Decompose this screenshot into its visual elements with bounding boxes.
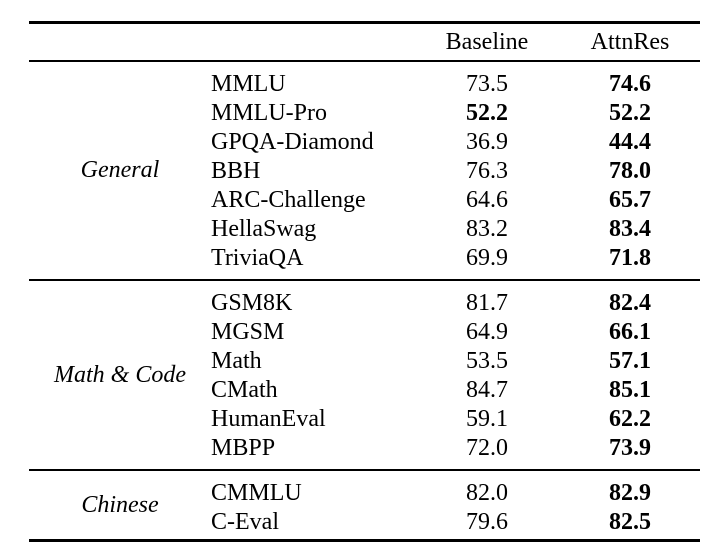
attnres-value: 82.5 — [609, 509, 651, 535]
header-row: Baseline AttnRes — [29, 23, 700, 62]
attnres-value: 85.1 — [609, 377, 651, 403]
table-header: Baseline AttnRes — [29, 23, 700, 62]
baseline-value: 53.5 — [466, 348, 508, 374]
attnres-value: 62.2 — [609, 406, 651, 432]
attnres-value: 44.4 — [609, 129, 651, 155]
baseline-value: 83.2 — [466, 216, 508, 242]
table-row: MMLU-Pro 52.2 52.2 — [29, 99, 700, 128]
benchmark-name: C-Eval — [211, 509, 279, 535]
column-header-baseline: Baseline — [445, 28, 529, 55]
table-row: BBH 76.3 78.0 — [29, 157, 700, 186]
table-row: ARC-Challenge 64.6 65.7 — [29, 186, 700, 215]
baseline-value: 84.7 — [466, 377, 508, 403]
table-row: TriviaQA 69.9 71.8 — [29, 244, 700, 280]
group-general: General MMLU 73.5 74.6 MMLU-Pro 52.2 52.2 GPQA-… — [29, 61, 700, 280]
attnres-value: 74.6 — [609, 71, 651, 97]
attnres-value: 65.7 — [609, 187, 651, 213]
header-spacer-group — [29, 23, 211, 62]
table-row: MBPP 72.0 73.9 — [29, 434, 700, 470]
baseline-value: 81.7 — [466, 290, 508, 316]
benchmark-name: CMMLU — [211, 480, 302, 506]
attnres-value: 82.9 — [609, 480, 651, 506]
table-row: GPQA-Diamond 36.9 44.4 — [29, 128, 700, 157]
table-row: C-Eval 79.6 82.5 — [29, 508, 700, 541]
baseline-value: 64.9 — [466, 319, 508, 345]
column-header-attnres: AttnRes — [590, 28, 670, 55]
benchmark-name: Math — [211, 348, 262, 374]
header-spacer-benchmark — [211, 23, 414, 62]
attnres-value: 73.9 — [609, 435, 651, 461]
baseline-value: 76.3 — [466, 158, 508, 184]
table-row: Math 53.5 57.1 — [29, 347, 700, 376]
benchmark-name: TriviaQA — [211, 245, 304, 271]
group-label: Chinese — [81, 491, 159, 518]
benchmark-name: CMath — [211, 377, 278, 403]
attnres-value: 83.4 — [609, 216, 651, 242]
benchmark-name: MMLU-Pro — [211, 100, 328, 126]
benchmark-name: GSM8K — [211, 290, 293, 316]
attnres-value: 71.8 — [609, 245, 651, 271]
baseline-value: 36.9 — [466, 129, 508, 155]
benchmark-name: HellaSwag — [211, 216, 317, 242]
group-math-code: Math & Code GSM8K 81.7 82.4 MGSM 64.9 66.1 Math… — [29, 280, 700, 470]
table-row: HumanEval 59.1 62.2 — [29, 405, 700, 434]
group-label: General — [80, 157, 160, 183]
baseline-value: 69.9 — [466, 245, 508, 271]
table-row: General MMLU 73.5 74.6 — [29, 61, 700, 183]
benchmark-name: MBPP — [211, 435, 276, 461]
attnres-value: 57.1 — [609, 348, 651, 374]
benchmark-name: BBH — [211, 158, 261, 184]
benchmark-name: ARC-Challenge — [211, 187, 366, 213]
baseline-value: 79.6 — [466, 509, 508, 535]
benchmark-name: HumanEval — [211, 406, 326, 432]
group-chinese: Chinese CMMLU 82.0 82.9 C-Eval 79.6 82.5 — [29, 470, 700, 541]
table-row: Chinese CMMLU 82.0 82.9 — [29, 470, 700, 518]
attnres-value: 66.1 — [609, 319, 651, 345]
group-label: Math & Code — [54, 361, 186, 388]
table-row: CMath 84.7 85.1 — [29, 376, 700, 405]
baseline-value: 73.5 — [466, 71, 508, 97]
table-row: MGSM 64.9 66.1 — [29, 318, 700, 347]
benchmark-name: GPQA-Diamond — [211, 129, 374, 155]
table-row: HellaSwag 83.2 83.4 — [29, 215, 700, 244]
benchmark-name: MGSM — [211, 319, 285, 345]
baseline-value: 82.0 — [466, 480, 508, 506]
attnres-value: 82.4 — [609, 290, 651, 316]
baseline-value: 64.6 — [466, 187, 508, 213]
baseline-value: 72.0 — [466, 435, 508, 461]
table-row: Math & Code GSM8K 81.7 82.4 — [29, 280, 700, 388]
attnres-value: 78.0 — [609, 158, 651, 184]
attnres-value: 52.2 — [609, 100, 651, 126]
benchmark-name: MMLU — [211, 71, 286, 97]
baseline-value: 59.1 — [466, 406, 508, 432]
results-table: Baseline AttnRes General MMLU 73.5 74.6 MMLU… — [29, 21, 700, 542]
baseline-value: 52.2 — [466, 100, 508, 126]
